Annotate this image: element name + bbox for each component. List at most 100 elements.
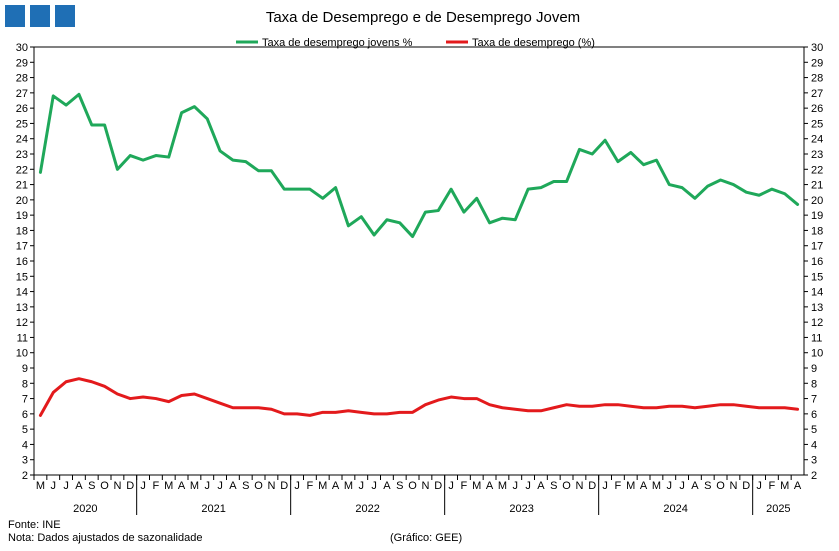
y-tick-label-left: 5 <box>22 424 28 436</box>
x-month-label: M <box>164 480 173 492</box>
y-tick-label-left: 24 <box>16 134 28 146</box>
x-month-label: F <box>461 480 468 492</box>
y-tick-label-left: 27 <box>16 88 28 100</box>
x-month-label: J <box>359 480 365 492</box>
y-tick-label-right: 24 <box>811 134 823 146</box>
x-month-label: M <box>498 480 507 492</box>
x-year-label: 2024 <box>663 503 687 515</box>
y-tick-label-left: 25 <box>16 118 28 130</box>
x-month-label: J <box>63 480 69 492</box>
x-month-label: J <box>51 480 57 492</box>
y-tick-label-left: 28 <box>16 73 28 85</box>
y-tick-label-right: 17 <box>811 241 823 253</box>
x-month-label: S <box>242 480 249 492</box>
y-tick-label-right: 20 <box>811 195 823 207</box>
x-month-label: A <box>229 480 237 492</box>
y-tick-label-left: 17 <box>16 241 28 253</box>
y-tick-label-left: 12 <box>16 317 28 329</box>
x-month-label: M <box>626 480 635 492</box>
x-month-label: J <box>371 480 377 492</box>
x-month-label: F <box>153 480 160 492</box>
y-tick-label-left: 8 <box>22 378 28 390</box>
y-tick-label-left: 4 <box>22 439 28 451</box>
x-month-label: M <box>318 480 327 492</box>
legend: Taxa de desemprego jovens % Taxa de dese… <box>236 37 595 49</box>
x-year-label: 2022 <box>355 503 379 515</box>
y-tick-label-right: 5 <box>811 424 817 436</box>
y-tick-label-left: 13 <box>16 302 28 314</box>
y-tick-label-right: 4 <box>811 439 817 451</box>
x-month-label: F <box>615 480 622 492</box>
x-month-label: A <box>640 480 648 492</box>
x-month-label: J <box>679 480 685 492</box>
legend-label-youth-rate: Taxa de desemprego jovens % <box>262 37 413 49</box>
y-tick-label-left: 14 <box>16 287 28 299</box>
y-tick-label-left: 20 <box>16 195 28 207</box>
x-month-label: N <box>575 480 583 492</box>
x-month-label: A <box>383 480 391 492</box>
y-tick-label-right: 14 <box>811 287 823 299</box>
y-tick-label-left: 19 <box>16 210 28 222</box>
x-month-label: O <box>716 480 725 492</box>
y-axis-right: 2345678910111213141516171819202122232425… <box>804 42 823 482</box>
x-month-label: A <box>537 480 545 492</box>
y-tick-label-right: 7 <box>811 394 817 406</box>
y-tick-label-left: 16 <box>16 256 28 268</box>
y-tick-label-left: 26 <box>16 103 28 115</box>
x-month-label: D <box>588 480 596 492</box>
x-month-label: M <box>780 480 789 492</box>
y-tick-label-right: 12 <box>811 317 823 329</box>
y-tick-label-right: 30 <box>811 42 823 54</box>
x-year-label: 2025 <box>766 503 790 515</box>
x-month-label: D <box>126 480 134 492</box>
y-tick-label-left: 6 <box>22 409 28 421</box>
y-tick-label-right: 2 <box>811 470 817 482</box>
y-tick-label-left: 2 <box>22 470 28 482</box>
x-month-label: N <box>267 480 275 492</box>
series-layer <box>38 92 800 417</box>
x-month-label: A <box>332 480 340 492</box>
y-tick-label-right: 10 <box>811 348 823 360</box>
x-month-label: M <box>36 480 45 492</box>
y-tick-label-right: 23 <box>811 149 823 161</box>
seasonal-adjustment-note: Nota: Dados ajustados de sazonalidade <box>8 532 202 544</box>
institution-logo <box>5 5 75 27</box>
chart-title: Taxa de Desemprego e de Desemprego Jovem <box>266 9 580 26</box>
x-month-label: D <box>280 480 288 492</box>
x-month-label: J <box>294 480 300 492</box>
x-month-label: F <box>769 480 776 492</box>
plot-frame <box>33 46 805 476</box>
x-month-label: D <box>434 480 442 492</box>
x-month-label: N <box>729 480 737 492</box>
y-tick-label-right: 16 <box>811 256 823 268</box>
y-tick-label-right: 22 <box>811 164 823 176</box>
x-month-label: N <box>113 480 121 492</box>
y-tick-label-right: 28 <box>811 73 823 85</box>
y-tick-label-left: 21 <box>16 180 28 192</box>
x-year-label: 2020 <box>73 503 97 515</box>
x-month-label: S <box>704 480 711 492</box>
x-month-label: M <box>652 480 661 492</box>
x-month-label: S <box>550 480 557 492</box>
y-tick-label-right: 27 <box>811 88 823 100</box>
x-month-label: O <box>254 480 263 492</box>
y-tick-label-right: 29 <box>811 57 823 69</box>
y-tick-label-left: 23 <box>16 149 28 161</box>
y-tick-label-left: 18 <box>16 225 28 237</box>
y-tick-label-left: 9 <box>22 363 28 375</box>
y-tick-label-left: 7 <box>22 394 28 406</box>
x-month-label: J <box>602 480 608 492</box>
x-month-label: M <box>190 480 199 492</box>
x-month-label: A <box>486 480 494 492</box>
x-month-label: O <box>562 480 571 492</box>
y-tick-label-right: 19 <box>811 210 823 222</box>
y-tick-label-right: 21 <box>811 180 823 192</box>
x-month-label: A <box>691 480 699 492</box>
x-month-label: J <box>217 480 223 492</box>
series-line-unemployment-rate <box>38 377 800 417</box>
y-tick-label-right: 26 <box>811 103 823 115</box>
x-month-label: J <box>205 480 211 492</box>
x-month-label: A <box>75 480 83 492</box>
